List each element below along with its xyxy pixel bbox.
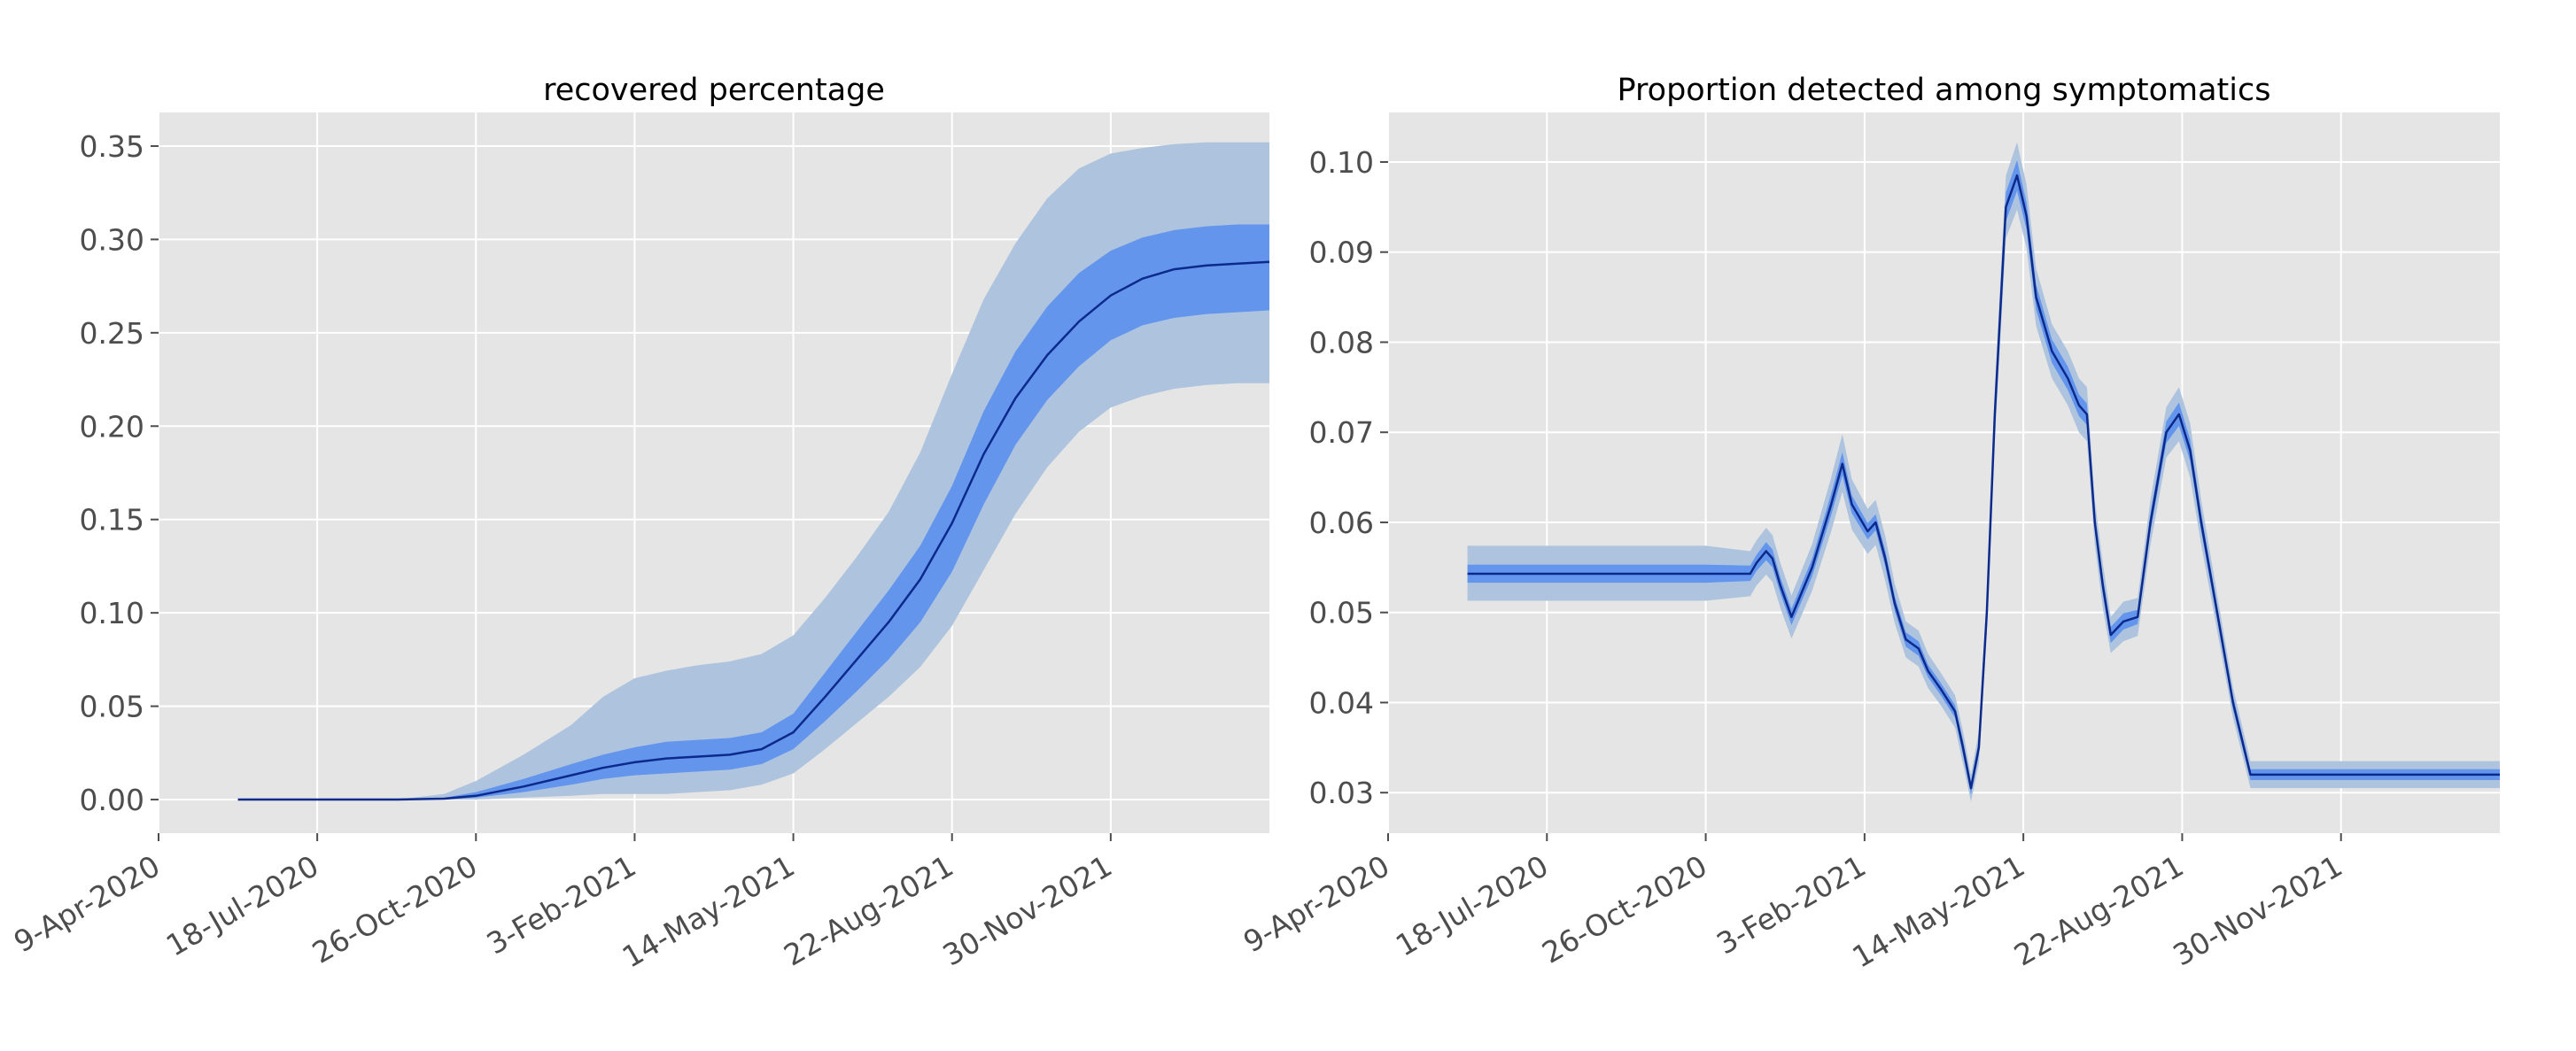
x-tick-label: 14-May-2021	[617, 848, 801, 974]
y-tick-label: 0.10	[1309, 145, 1374, 180]
y-axis: 0.00 0.05 0.10 0.15 0.20 0.25 0.30 0.35	[80, 129, 159, 817]
x-tick-label: 9-Apr-2020	[1238, 848, 1395, 959]
y-tick-label: 0.08	[1309, 325, 1374, 359]
y-tick-label: 0.30	[80, 222, 144, 257]
x-tick-label: 9-Apr-2020	[8, 848, 166, 959]
y-tick-label: 0.10	[80, 596, 144, 630]
y-tick-label: 0.05	[80, 690, 144, 724]
band-outer	[237, 142, 1270, 800]
y-tick-label: 0.20	[80, 409, 144, 444]
y-tick-label: 0.06	[1309, 506, 1374, 540]
chart-proportion-detected: 9-Apr-202018-Jul-202026-Oct-20203-Feb-20…	[1238, 73, 2500, 975]
x-tick-label: 22-Aug-2021	[778, 848, 958, 973]
band-inner	[237, 224, 1270, 800]
y-tick-label: 0.04	[1309, 685, 1374, 720]
chart-recovered-percentage: 9-Apr-202018-Jul-202026-Oct-20203-Feb-20…	[8, 73, 1270, 975]
y-tick-label: 0.07	[1309, 415, 1374, 450]
x-axis: 9-Apr-202018-Jul-202026-Oct-20203-Feb-20…	[8, 833, 1118, 975]
y-tick-label: 0.25	[80, 316, 144, 351]
y-tick-label: 0.15	[80, 503, 144, 537]
gridlines	[1387, 112, 2500, 833]
y-tick-label: 0.03	[1309, 776, 1374, 810]
x-tick-label: 18-Jul-2020	[160, 848, 324, 963]
x-tick-label: 26-Oct-2020	[1536, 848, 1712, 970]
median-line	[237, 260, 1270, 801]
x-tick-label: 22-Aug-2021	[2008, 848, 2189, 973]
x-tick-label: 30-Nov-2021	[2167, 848, 2347, 972]
median-line	[1467, 174, 2500, 790]
y-axis: 0.03 0.04 0.05 0.06 0.07 0.08 0.09 0.10	[1309, 145, 1388, 810]
y-tick-label: 0.35	[80, 129, 144, 164]
x-tick-label: 14-May-2021	[1846, 848, 2030, 974]
plot-area	[1388, 112, 2500, 833]
y-tick-label: 0.00	[80, 783, 144, 817]
x-tick-label: 26-Oct-2020	[306, 848, 483, 970]
y-tick-label: 0.09	[1309, 236, 1374, 270]
y-tick-label: 0.05	[1309, 596, 1374, 630]
chart-title: recovered percentage	[543, 73, 885, 108]
median-line-layer	[1467, 174, 2500, 790]
x-tick-label: 18-Jul-2020	[1390, 848, 1554, 963]
x-tick-label: 30-Nov-2021	[937, 848, 1118, 972]
median-line-layer	[237, 260, 1270, 801]
x-axis: 9-Apr-202018-Jul-202026-Oct-20203-Feb-20…	[1238, 833, 2348, 975]
uncertainty-bands	[237, 142, 1270, 800]
chart-title: Proportion detected among symptomatics	[1618, 73, 2271, 108]
